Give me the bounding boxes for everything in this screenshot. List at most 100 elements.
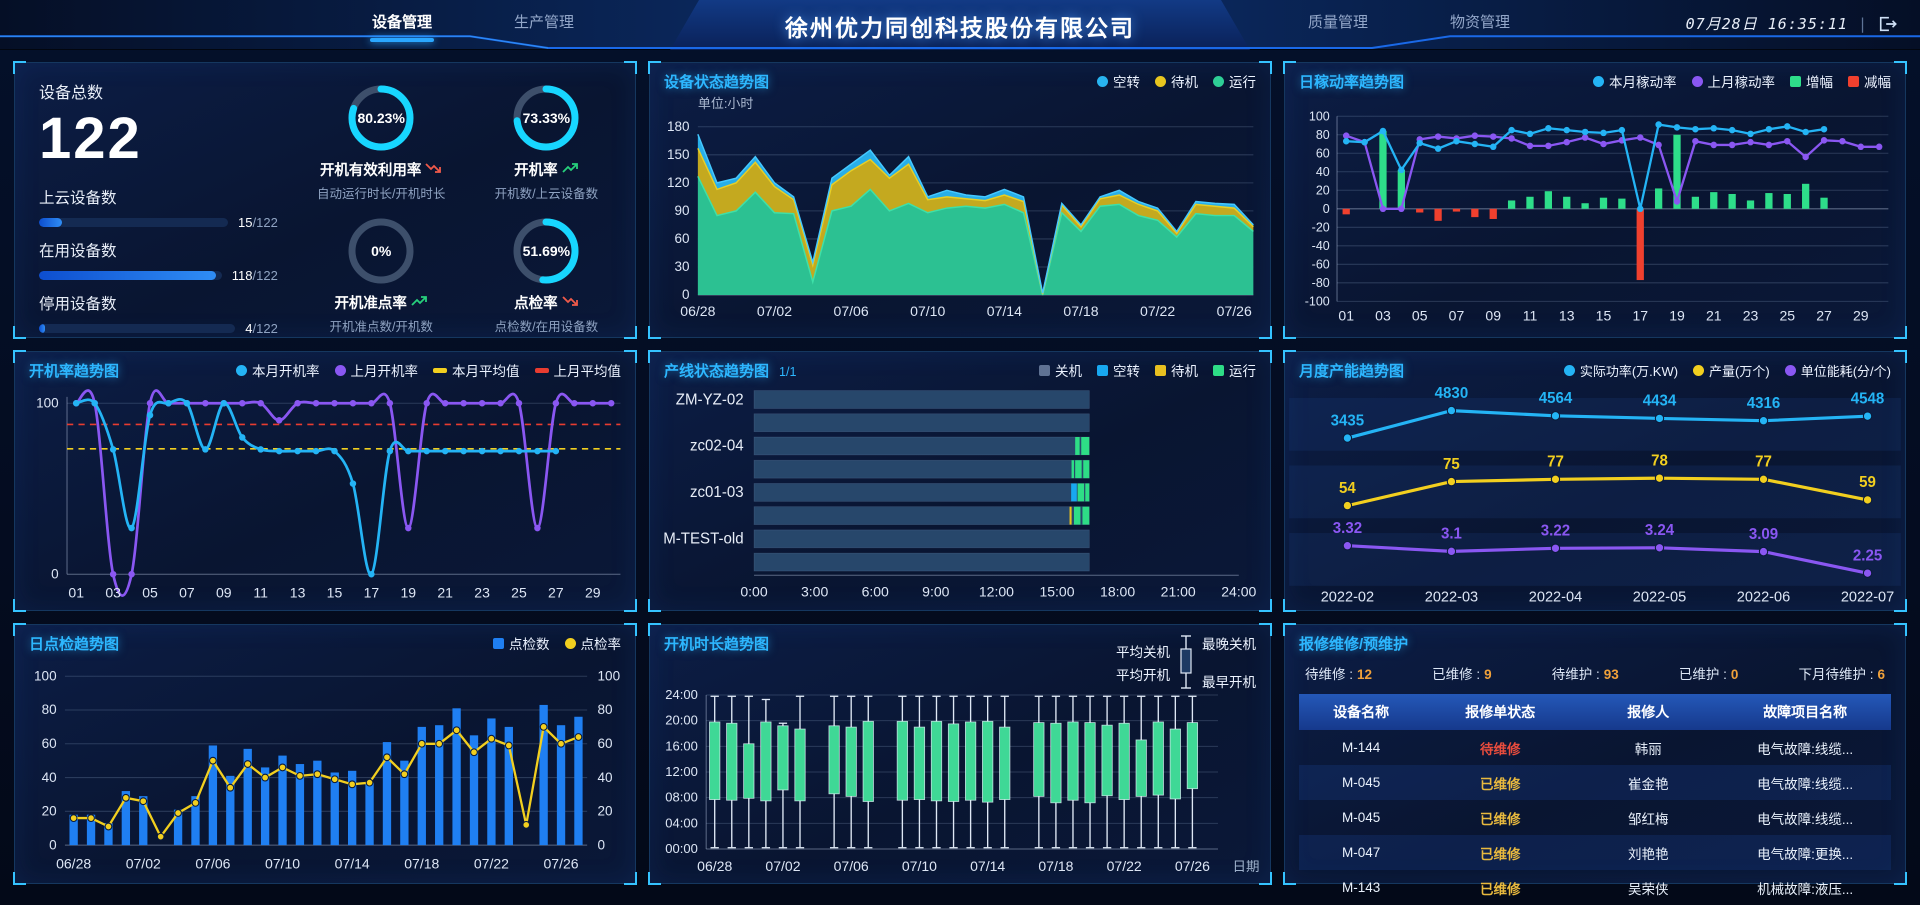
corner-bracket (648, 599, 661, 612)
corner-bracket (1283, 872, 1296, 885)
legend-dot (1691, 75, 1703, 87)
svg-text:18:00: 18:00 (1100, 583, 1135, 599)
legend-item[interactable]: 本月稼动率 (1593, 71, 1677, 91)
gauge-poweron-rate: 73.33% 开机率 开机数/上云设备数 (464, 81, 629, 202)
svg-text:0:00: 0:00 (740, 583, 767, 599)
legend-item[interactable]: 实际功率(万.KW) (1563, 361, 1678, 380)
legend: 本月开机率 上月开机率 本月平均值 上月平均值 (236, 360, 621, 380)
svg-text:05: 05 (1412, 307, 1428, 323)
pagination[interactable]: 1/1 (779, 364, 797, 379)
legend-dot (1213, 75, 1224, 87)
legend-item[interactable]: 上月平均值 (534, 360, 621, 380)
corner-bracket (13, 623, 26, 636)
svg-text:60: 60 (598, 736, 613, 751)
legend-item[interactable]: 产量(万个) (1693, 361, 1770, 380)
svg-text:07/06: 07/06 (834, 303, 869, 319)
stat-pending-maintain: 待维护 :93 (1551, 667, 1619, 682)
panel-equipment-overview: 设备总数 122 上云设备数 15/122 在用设备数 118/122 停用设备… (13, 61, 637, 339)
top-header: 设备管理 生产管理 徐州优力同创科技股份有限公司 质量管理 物资管理 07月28… (0, 0, 1920, 50)
svg-text:07/22: 07/22 (474, 855, 509, 871)
daily-inspection-chart: 0 0 20 20 40 40 60 60 80 80 100 100 06/28 07/02 07/06 0… (34, 668, 620, 871)
corner-bracket (624, 872, 637, 885)
svg-text:15:00: 15:00 (1039, 583, 1074, 599)
svg-text:21: 21 (437, 584, 453, 600)
avg-off-label: 平均关机 (1116, 644, 1170, 660)
svg-text:21: 21 (1706, 307, 1722, 323)
legend-item[interactable]: 运行 (1213, 71, 1256, 91)
progress-bar (39, 270, 222, 280)
gauge-ontime-rate: 0% 开机准点率 开机准点数/开机数 (299, 214, 464, 335)
trend-down-icon (425, 162, 442, 178)
logout-icon[interactable] (1878, 15, 1898, 33)
corner-bracket (648, 623, 661, 636)
monthly-capacity-chart: 3435 4830 4564 4434 4316 4548 54 75 77 78 77 59 3.32… (1289, 385, 1901, 606)
panel-title: 日稼动率趋势图 (1299, 73, 1405, 91)
svg-text:04:00: 04:00 (665, 816, 698, 831)
trend-up-icon (561, 162, 579, 178)
nav-tab-production[interactable]: 生产管理 (514, 14, 575, 31)
svg-text:2022-02: 2022-02 (1321, 590, 1374, 606)
svg-text:06/28: 06/28 (680, 303, 715, 319)
svg-text:3.1: 3.1 (1441, 526, 1463, 543)
nav-tab-material[interactable]: 物资管理 (1450, 14, 1511, 31)
legend-dot (1784, 364, 1796, 376)
svg-text:40: 40 (598, 770, 613, 785)
svg-text:180: 180 (667, 119, 690, 134)
svg-text:2022-05: 2022-05 (1633, 590, 1686, 606)
divider: | (1857, 14, 1868, 33)
svg-text:01: 01 (1338, 307, 1354, 323)
svg-text:-40: -40 (1312, 239, 1330, 253)
svg-text:4548: 4548 (1851, 390, 1885, 407)
svg-text:24:00: 24:00 (665, 687, 698, 702)
svg-text:3435: 3435 (1331, 412, 1365, 429)
legend-item[interactable]: 减幅 (1848, 71, 1891, 91)
legend-item[interactable]: 点检率 (564, 633, 621, 653)
earliest-on-label: 最早开机 (1202, 675, 1256, 690)
nav-tab-quality[interactable]: 质量管理 (1308, 14, 1369, 31)
legend-item[interactable]: 单位能耗(分/个) (1784, 361, 1891, 380)
svg-text:60: 60 (42, 736, 57, 751)
table-header-row: 设备名称 报修单状态 报修人 故障项目名称 (1299, 694, 1891, 730)
legend-dot (1593, 75, 1604, 87)
svg-text:4564: 4564 (1539, 390, 1573, 407)
svg-text:07: 07 (1449, 307, 1465, 323)
legend-item[interactable]: 运行 (1213, 360, 1256, 380)
svg-text:0: 0 (49, 837, 57, 852)
legend-item[interactable]: 本月平均值 (433, 360, 520, 380)
legend-item[interactable]: 本月开机率 (236, 360, 320, 380)
svg-text:75: 75 (1443, 456, 1460, 473)
legend-item[interactable]: 空转 (1097, 71, 1140, 91)
legend-item[interactable]: 点检数 (493, 633, 550, 653)
svg-text:17: 17 (364, 584, 380, 600)
legend-item[interactable]: 增幅 (1790, 71, 1833, 91)
corner-bracket (624, 61, 637, 74)
svg-text:-20: -20 (1312, 220, 1330, 234)
svg-text:0: 0 (1323, 202, 1330, 216)
svg-text:07/10: 07/10 (910, 303, 945, 319)
nav-tab-equipment[interactable]: 设备管理 (370, 11, 434, 42)
candle-legend: 平均关机 平均开机 最晚关机 最早开机 (1116, 633, 1256, 691)
active-tab-underline (370, 38, 434, 42)
panel-title: 设备状态趋势图 (664, 73, 770, 91)
svg-text:07/02: 07/02 (765, 859, 800, 874)
legend-dot (1563, 364, 1575, 376)
legend-item[interactable]: 待机 (1155, 71, 1198, 91)
legend-item[interactable]: 上月稼动率 (1691, 71, 1775, 91)
svg-text:4316: 4316 (1747, 395, 1781, 412)
legend-item[interactable]: 关机 (1039, 360, 1082, 380)
legend-dot (1155, 75, 1166, 87)
col-fault: 故障项目名称 (1719, 694, 1891, 730)
legend-item[interactable]: 上月开机率 (334, 360, 418, 380)
corner-bracket (648, 872, 661, 885)
svg-text:100: 100 (36, 395, 59, 410)
nav-left: 设备管理 生产管理 (370, 11, 575, 42)
svg-text:09: 09 (216, 584, 232, 600)
svg-text:07/06: 07/06 (195, 855, 230, 871)
progress-value: 118/122 (231, 267, 278, 283)
legend-item[interactable]: 待机 (1155, 360, 1198, 380)
svg-text:80: 80 (598, 702, 613, 717)
svg-text:20: 20 (598, 803, 613, 818)
legend-item[interactable]: 空转 (1097, 360, 1140, 380)
svg-text:150: 150 (667, 147, 690, 162)
svg-text:07/26: 07/26 (1217, 303, 1252, 319)
